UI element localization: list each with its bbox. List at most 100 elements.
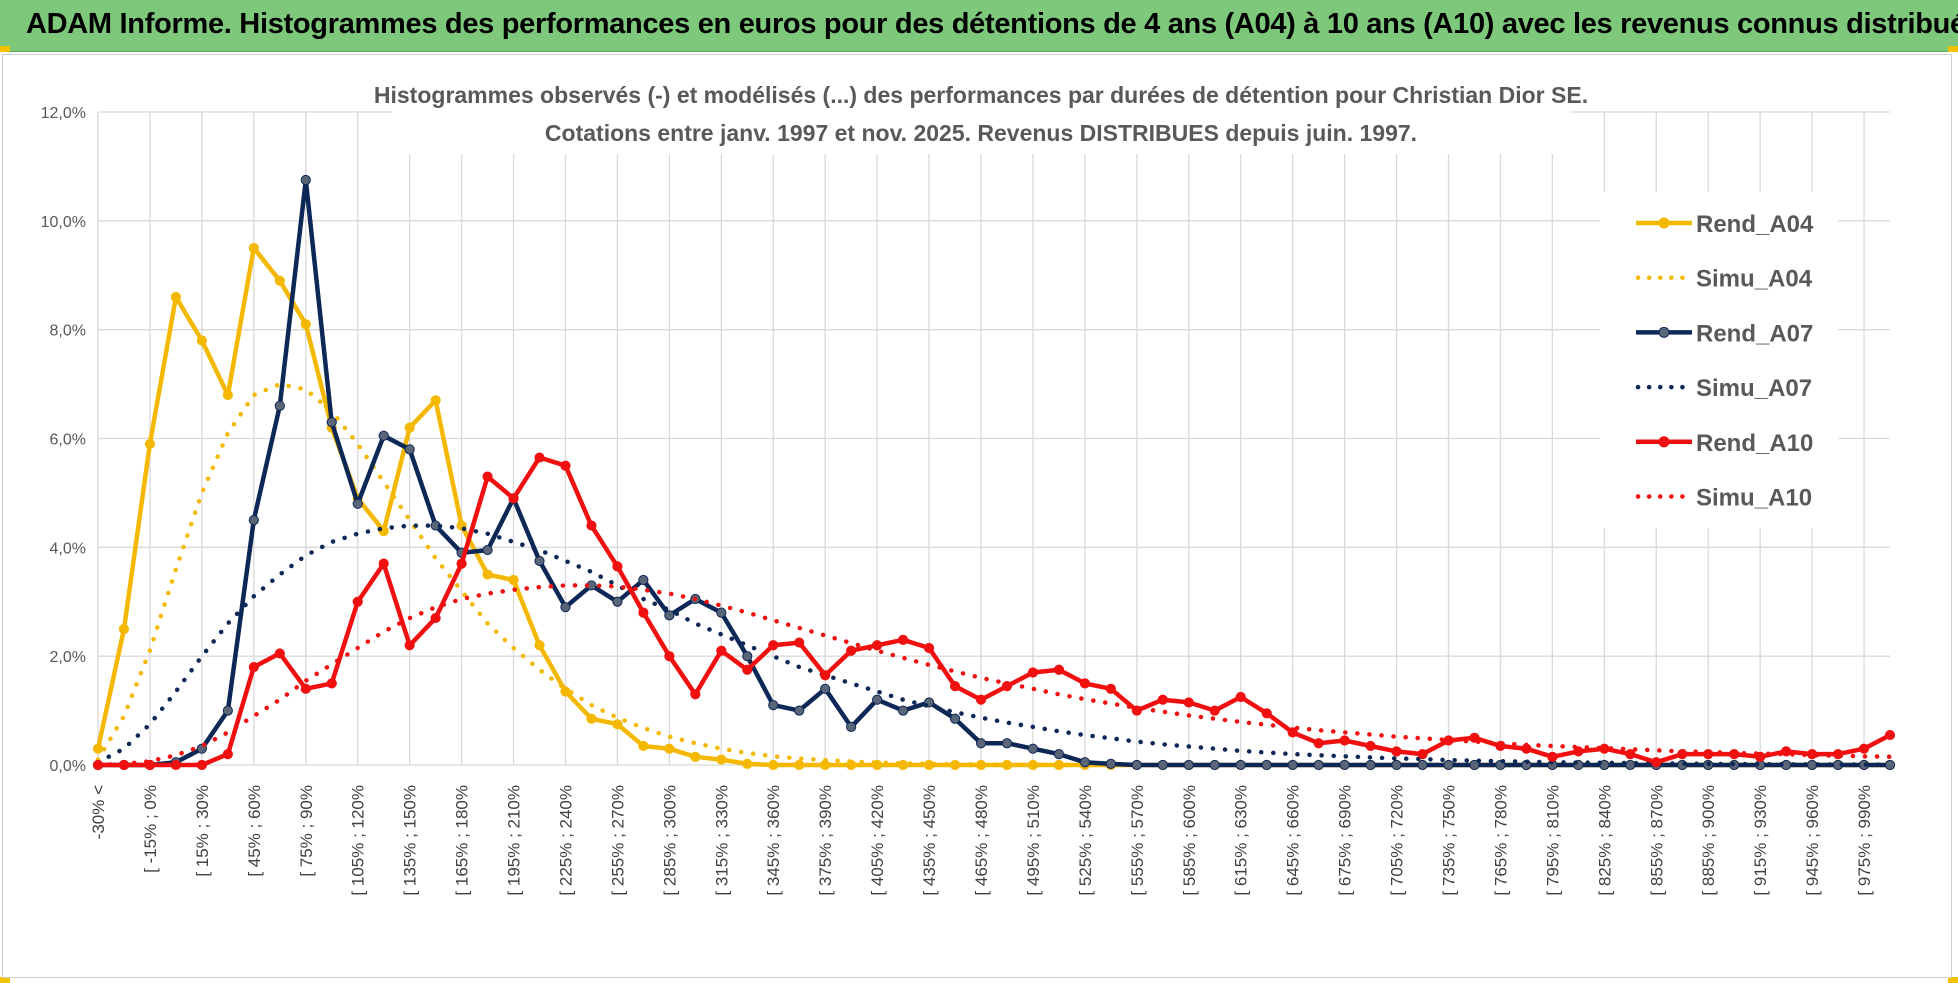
data-point (1053, 749, 1065, 760)
data-point (716, 754, 727, 765)
data-point (196, 335, 207, 346)
x-tick-label: [ 465% ; 480% (972, 785, 991, 896)
x-tick-label: -30% < (89, 785, 108, 839)
legend-label: Simu_A04 (1696, 266, 1813, 293)
legend-label: Simu_A07 (1696, 375, 1812, 402)
y-tick-label: 4,0% (50, 540, 86, 557)
data-point (1235, 691, 1246, 703)
legend-label: Simu_A10 (1696, 485, 1812, 512)
corner-marker (1948, 977, 1958, 983)
data-point (742, 651, 753, 662)
data-point (456, 558, 467, 569)
series (92, 174, 1896, 771)
data-point (975, 738, 987, 749)
legend-marker (1658, 217, 1670, 229)
data-point (1625, 759, 1636, 771)
data-point (1391, 746, 1402, 757)
x-tick-label: [ 795% ; 810% (1543, 785, 1562, 896)
data-point (1027, 743, 1039, 754)
data-point (508, 574, 519, 586)
data-point (1053, 664, 1065, 675)
data-point (1806, 759, 1818, 771)
legend-box (1600, 192, 1838, 528)
data-point (1443, 759, 1454, 771)
data-point (1209, 705, 1220, 716)
data-point (1105, 758, 1116, 770)
data-point (846, 721, 857, 733)
x-tick-label: [ 945% ; 960% (1803, 785, 1822, 896)
data-point (1079, 678, 1090, 689)
data-point (794, 759, 805, 771)
data-point (690, 689, 701, 700)
report-title: ADAM Informe. Histogrammes des performan… (26, 8, 1958, 40)
x-tick-label: [ 735% ; 750% (1439, 785, 1458, 896)
data-point (1131, 759, 1142, 771)
x-tick-label: [ 285% ; 300% (660, 785, 679, 896)
data-point (1599, 743, 1610, 754)
data-point (404, 640, 415, 651)
data-point (560, 686, 571, 697)
data-point (638, 574, 649, 586)
data-point (1625, 749, 1636, 760)
data-point (482, 471, 493, 482)
data-point (1858, 743, 1870, 754)
data-point (872, 694, 883, 705)
data-point (872, 640, 883, 651)
x-tick-label: [ 315% ; 330% (712, 785, 731, 896)
data-point (482, 544, 493, 556)
data-point (1027, 667, 1039, 678)
data-point (690, 751, 701, 762)
data-point (1417, 749, 1428, 760)
data-point (898, 705, 909, 716)
x-tick-label: [ 225% ; 240% (556, 785, 575, 896)
data-point (742, 758, 753, 770)
x-tick-label: [ 855% ; 870% (1647, 785, 1666, 896)
data-point (534, 640, 545, 651)
data-point (534, 452, 545, 463)
y-tick-label: 12,0% (41, 105, 86, 122)
y-tick-label: 6,0% (50, 432, 86, 449)
legend-marker (1658, 436, 1670, 448)
grid (97, 111, 1890, 766)
data-point (404, 422, 415, 433)
x-tick-label: [ 765% ; 780% (1491, 785, 1510, 896)
data-point (612, 719, 623, 730)
data-point (1339, 735, 1350, 746)
y-tick-label: 2,0% (50, 649, 86, 666)
data-point (508, 493, 519, 504)
series-line (98, 455, 1892, 768)
x-tick-label: [ 825% ; 840% (1595, 785, 1614, 896)
data-point (300, 683, 311, 694)
data-point (949, 713, 961, 724)
data-point (404, 444, 415, 455)
data-point (430, 395, 441, 406)
data-point (1287, 759, 1298, 771)
data-point (794, 637, 805, 648)
data-point (1001, 738, 1013, 749)
data-point (482, 569, 493, 580)
data-point (794, 705, 805, 716)
data-point (274, 648, 285, 659)
data-point (949, 680, 961, 692)
x-tick-label: [ 975% ; 990% (1855, 785, 1874, 896)
data-point (1261, 708, 1272, 719)
chart-title-line-1: Histogrammes observés (-) et modélisés (… (374, 82, 1588, 108)
data-point (326, 417, 337, 428)
data-point (534, 555, 545, 567)
data-point (274, 275, 285, 286)
data-point (1339, 759, 1350, 771)
corner-marker (1948, 46, 1958, 52)
x-tick-label: [ 105% ; 120% (349, 785, 368, 896)
data-point (352, 498, 363, 509)
data-point (1365, 759, 1376, 771)
series-simu-a04 (95, 381, 1893, 768)
data-point (742, 664, 753, 675)
x-tick-label: [ 555% ; 570% (1128, 785, 1147, 896)
chart-title: Histogrammes observés (-) et modélisés (… (374, 74, 1588, 154)
data-point (768, 640, 779, 651)
data-point (378, 558, 389, 569)
data-point (820, 683, 831, 694)
series-simu-a07 (95, 523, 1893, 767)
x-tick-label: [ 585% ; 600% (1180, 785, 1199, 896)
legend-item: Rend_A07 (1636, 320, 1813, 347)
